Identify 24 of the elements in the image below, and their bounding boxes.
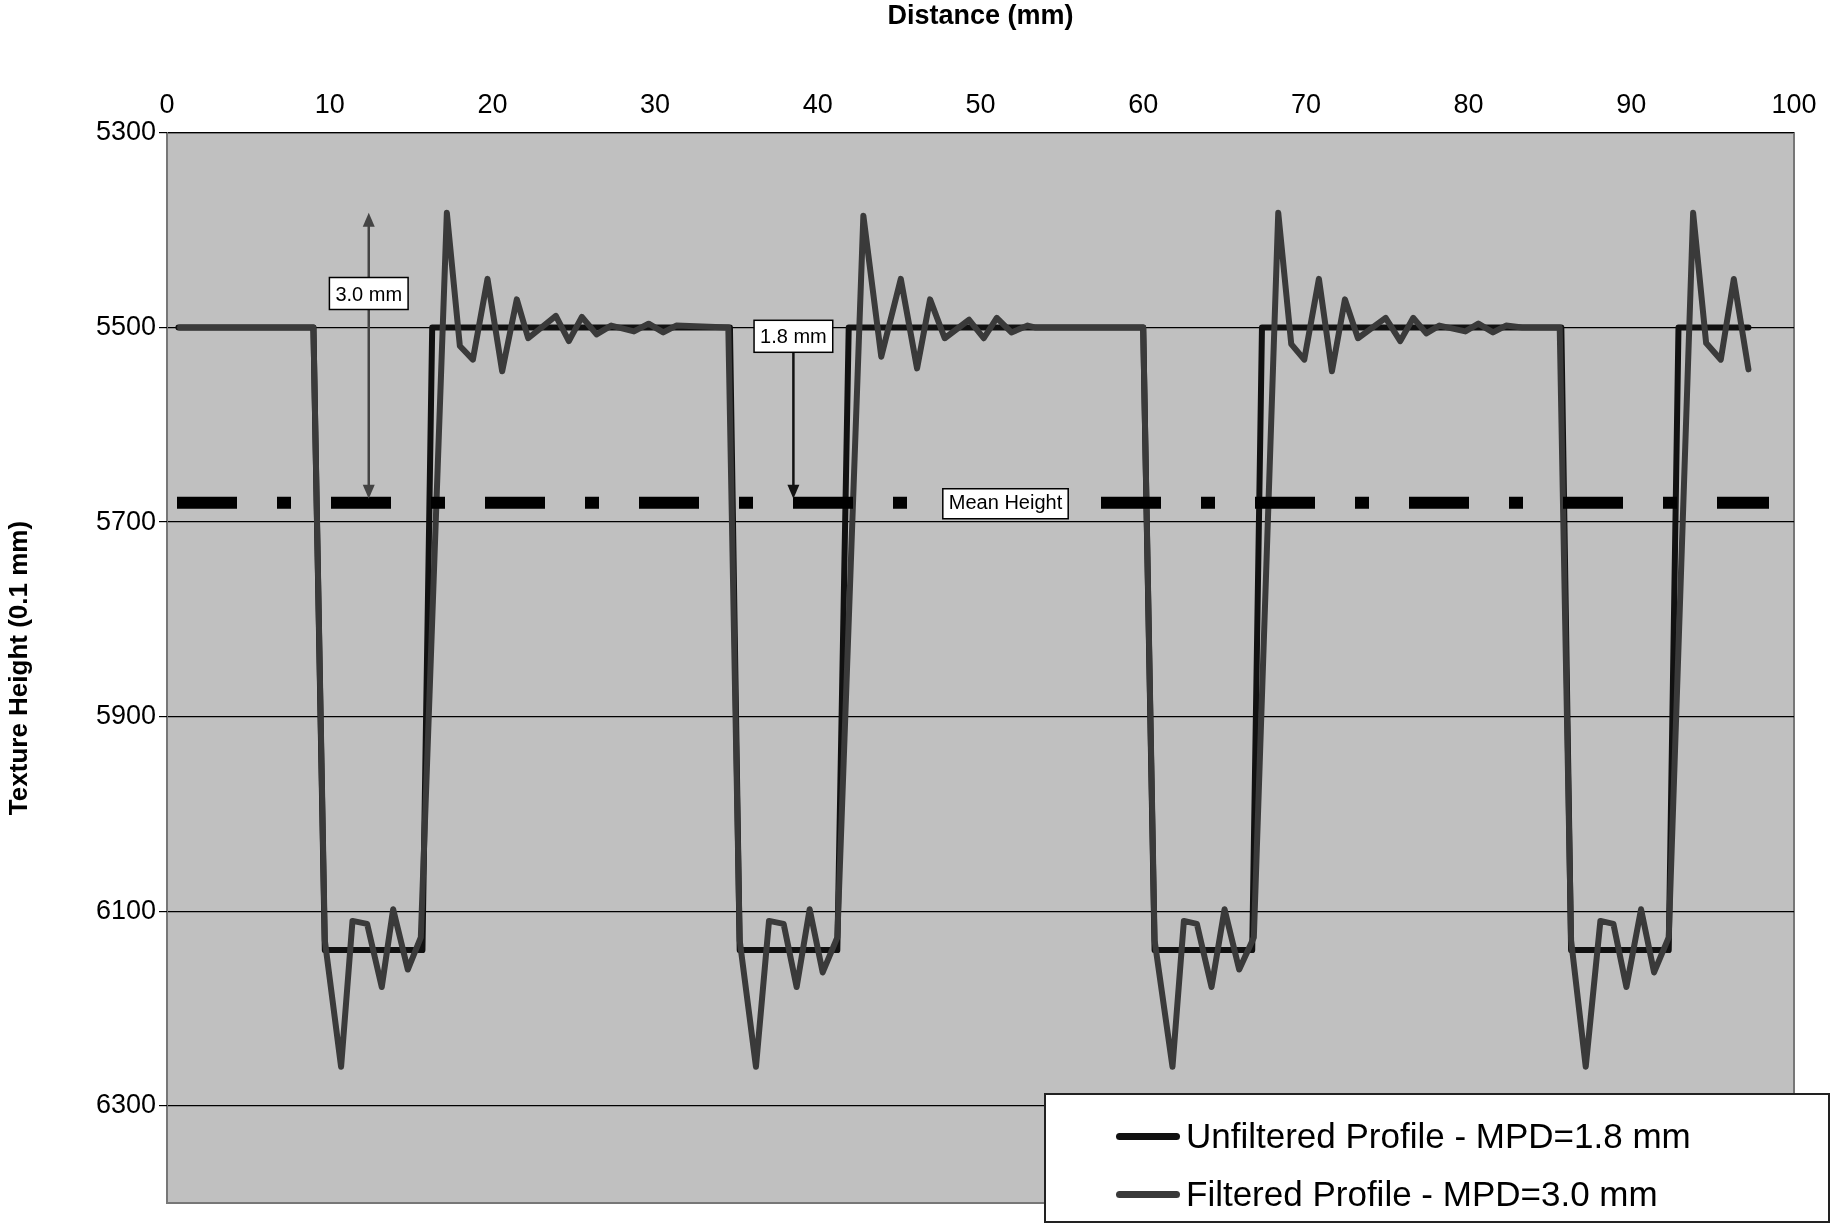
x-tick-label: 70	[1290, 89, 1321, 120]
annotation: 1.8 mm	[760, 325, 827, 348]
x-axis-title: Distance (mm)	[887, 0, 1074, 30]
x-tick-label: 80	[1453, 89, 1484, 120]
y-tick-label: 5500	[95, 311, 156, 341]
x-tick-label: 60	[1128, 89, 1159, 120]
y-tick-label: 5700	[95, 505, 156, 536]
x-tick-label: 50	[965, 89, 996, 120]
x-tick-label: 100	[1771, 89, 1817, 120]
y-axis-title: Texture Height (0.1 mm)	[2, 520, 33, 816]
y-tick-label: 5900	[95, 700, 156, 731]
legend-label: Unfiltered Profile - MPD=1.8 mm	[1186, 1116, 1691, 1156]
x-tick-label: 90	[1616, 89, 1647, 120]
x-tick-label: 0	[159, 89, 175, 120]
y-tick-label: 6300	[95, 1089, 156, 1120]
ref-line-label: Mean Height	[948, 491, 1063, 514]
y-tick-label: 5300	[95, 116, 156, 147]
x-tick-label: 30	[640, 89, 671, 120]
annotation: 3.0 mm	[335, 282, 403, 305]
x-tick-label: 20	[477, 89, 508, 120]
legend-label: Filtered Profile - MPD=3.0 mm	[1186, 1174, 1658, 1214]
x-tick-label: 40	[802, 89, 833, 120]
y-tick-label: 6100	[95, 894, 156, 925]
x-tick-label: 10	[314, 89, 345, 120]
